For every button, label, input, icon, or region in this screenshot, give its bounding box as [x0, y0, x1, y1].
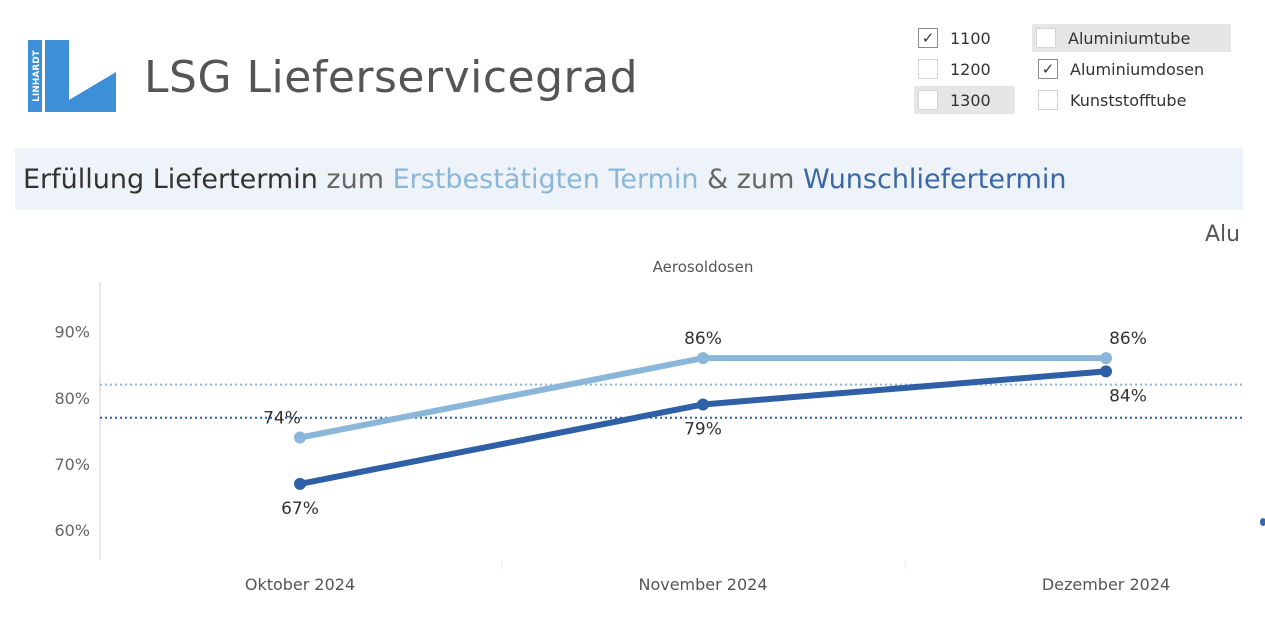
data-label: 86%: [684, 329, 722, 349]
series-line-0: [297, 355, 1109, 441]
data-point: [1100, 352, 1112, 365]
filter-label: Aluminiumtube: [1068, 28, 1191, 48]
y-tick-label: 60%: [54, 521, 90, 540]
next-pane-title: Alu: [1205, 222, 1241, 247]
data-label: 74%: [263, 409, 301, 429]
data-label: 79%: [684, 419, 722, 439]
y-tick-label: 90%: [54, 323, 90, 342]
checkbox-checked-icon[interactable]: ✓: [1038, 59, 1058, 79]
banner-text-main: Erfüllung Liefertermin: [23, 163, 318, 195]
filter-label: 1100: [950, 28, 991, 48]
filter-label: 1200: [950, 59, 991, 79]
section-banner: Erfüllung Liefertermin zum Erstbestätigt…: [15, 148, 1243, 210]
checkbox-unchecked-icon[interactable]: [918, 90, 938, 110]
linhardt-logo: LINHARDT: [28, 40, 118, 116]
x-tick-label: Dezember 2024: [1042, 575, 1170, 594]
x-tick-label: Oktober 2024: [245, 575, 355, 594]
x-tick-label: November 2024: [638, 575, 767, 594]
banner-text-erstbestaetigt: Erstbestätigten Termin: [392, 163, 699, 195]
filter-plant-1300[interactable]: 1300: [914, 86, 1015, 114]
checkbox-unchecked-icon[interactable]: [918, 59, 938, 79]
filter-label: 1300: [950, 90, 991, 110]
data-point: [1100, 365, 1112, 378]
y-tick-label: 70%: [54, 455, 90, 474]
y-tick-label: 80%: [54, 389, 90, 408]
data-label: 67%: [281, 499, 319, 519]
filter-label: Kunststofftube: [1070, 90, 1187, 110]
filter-product-aluminiumdosen[interactable]: ✓ Aluminiumdosen: [1034, 55, 1210, 83]
checkbox-unchecked-icon[interactable]: [1036, 28, 1056, 48]
data-point: [697, 352, 709, 365]
data-point: [294, 431, 306, 444]
app-title: LSG Lieferservicegrad: [144, 52, 639, 103]
data-label: 84%: [1109, 386, 1147, 406]
chart-title: Aerosoldosen: [653, 258, 754, 276]
filter-plant-1100[interactable]: ✓ 1100: [914, 24, 997, 52]
filter-plant-1200[interactable]: 1200: [914, 55, 997, 83]
data-point: [294, 477, 306, 490]
logo-text: LINHARDT: [32, 49, 42, 102]
banner-text-connector: zum: [317, 163, 393, 195]
data-label: 86%: [1109, 329, 1147, 349]
banner-text-connector-2: & zum: [698, 163, 803, 195]
series-line-1: [297, 368, 1109, 487]
filter-product-kunststofftube[interactable]: Kunststofftube: [1034, 86, 1192, 114]
checkbox-unchecked-icon[interactable]: [1038, 90, 1058, 110]
data-point: [697, 398, 709, 411]
banner-text-wunsch: Wunschliefertermin: [802, 163, 1067, 195]
filter-product-aluminiumtube[interactable]: Aluminiumtube: [1032, 24, 1231, 52]
edge-mark: [1260, 518, 1265, 526]
checkbox-checked-icon[interactable]: ✓: [918, 28, 938, 48]
filter-label: Aluminiumdosen: [1070, 59, 1205, 79]
